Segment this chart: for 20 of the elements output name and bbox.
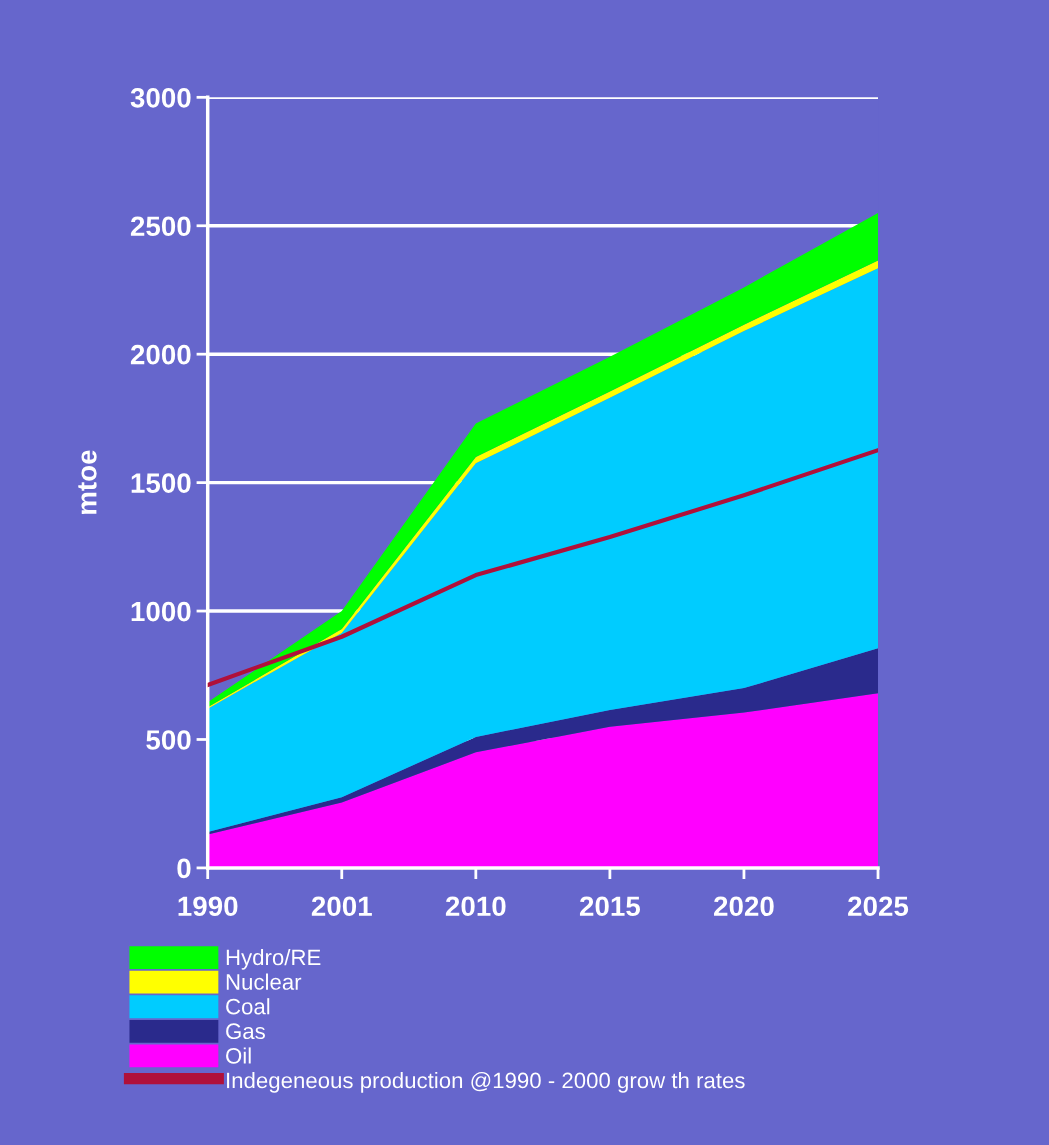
x-tick-label: 2010 bbox=[445, 896, 506, 917]
legend-label: Gas bbox=[226, 1023, 265, 1040]
y-tick-label: 1500 bbox=[131, 473, 191, 493]
x-tick-label: 2025 bbox=[848, 896, 909, 917]
legend-label: Coal bbox=[226, 998, 270, 1015]
legend-label: Oil bbox=[226, 1047, 251, 1064]
y-tick-label: 3000 bbox=[130, 87, 191, 108]
legend-label: Indegeneous production @1990 - 2000 grow th rates bbox=[227, 1071, 745, 1093]
y-tick-label: 2000 bbox=[130, 344, 191, 365]
x-tick-label: 2015 bbox=[579, 896, 641, 917]
x-tick-label: 2020 bbox=[714, 896, 774, 917]
y-tick-label: 0 bbox=[177, 858, 191, 879]
y-axis-title: mtoe bbox=[78, 450, 97, 514]
y-tick-label: 500 bbox=[146, 730, 191, 750]
legend-label: Nuclear bbox=[226, 973, 302, 990]
y-tick-label: 1000 bbox=[131, 601, 191, 622]
x-tick-label: 2001 bbox=[311, 896, 372, 917]
legend-label: Hydro/RE bbox=[226, 948, 321, 970]
y-tick-label: 2500 bbox=[130, 216, 191, 237]
x-tick-label: 1990 bbox=[178, 896, 238, 917]
